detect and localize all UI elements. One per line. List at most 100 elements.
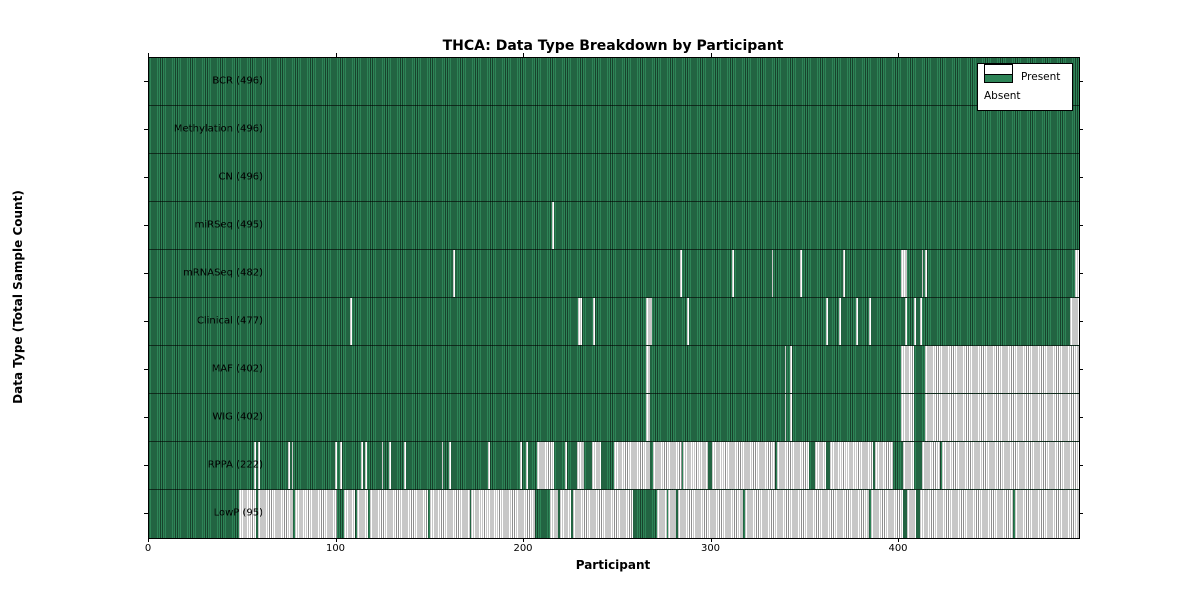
absent-segment xyxy=(683,442,708,489)
y-tick-mark xyxy=(144,513,148,514)
absent-segment xyxy=(870,490,903,538)
chart-row-MAF xyxy=(149,346,1079,394)
absent-segment xyxy=(842,250,845,297)
y-tick-label-WIG: WIG (402) xyxy=(212,411,263,423)
x-tick-mark xyxy=(335,53,337,57)
absent-segment xyxy=(799,250,802,297)
absent-segment xyxy=(914,298,916,345)
absent-segment xyxy=(295,490,337,538)
absent-segment xyxy=(825,298,828,345)
y-tick-mark xyxy=(1079,321,1083,322)
absent-segment xyxy=(404,442,406,489)
absent-segment xyxy=(552,202,554,249)
x-tick-label-300: 300 xyxy=(700,543,721,554)
absent-segment xyxy=(572,490,633,538)
absent-segment xyxy=(902,442,914,489)
absent-segment xyxy=(389,442,391,489)
absent-segment xyxy=(340,442,343,489)
absent-segment xyxy=(921,442,941,489)
absent-segment xyxy=(814,442,826,489)
x-tick-mark xyxy=(898,53,899,57)
x-tick-label-100: 100 xyxy=(325,543,346,554)
x-tick-mark xyxy=(523,53,524,57)
chart-title: THCA: Data Type Breakdown by Participant xyxy=(442,38,784,54)
absent-segment xyxy=(364,442,367,489)
y-tick-mark xyxy=(144,465,148,466)
absent-segment xyxy=(287,442,290,489)
absent-segment xyxy=(906,490,916,538)
absent-segment xyxy=(925,250,928,297)
absent-segment xyxy=(900,394,914,441)
absent-segment xyxy=(381,442,384,489)
absent-segment xyxy=(449,442,451,489)
y-tick-mark xyxy=(1079,369,1083,370)
absent-segment xyxy=(829,442,873,489)
absent-segment xyxy=(645,346,650,393)
absent-segment xyxy=(520,442,523,489)
y-tick-mark xyxy=(1079,225,1083,226)
absent-segment xyxy=(839,298,841,345)
y-tick-mark xyxy=(1079,81,1083,82)
x-tick-mark xyxy=(710,53,712,57)
chart-row-CN xyxy=(149,154,1079,202)
absent-segment xyxy=(239,490,256,538)
y-tick-mark xyxy=(144,417,148,418)
y-tick-mark xyxy=(144,129,148,130)
absent-segment xyxy=(679,250,682,297)
absent-segment xyxy=(653,442,682,489)
absent-segment xyxy=(645,394,650,441)
chart-row-LowP xyxy=(149,490,1079,538)
absent-segment xyxy=(357,490,369,538)
absent-segment xyxy=(645,298,652,345)
y-tick-mark xyxy=(144,321,148,322)
absent-segment xyxy=(488,442,491,489)
y-tick-mark xyxy=(1079,465,1083,466)
x-tick-mark xyxy=(898,538,899,542)
y-tick-mark xyxy=(1079,129,1083,130)
y-tick-mark xyxy=(144,81,148,82)
absent-segment xyxy=(614,442,650,489)
absent-segment xyxy=(921,250,924,297)
absent-segment xyxy=(430,490,470,538)
y-tick-mark xyxy=(1079,513,1083,514)
absent-segment xyxy=(1069,298,1079,345)
absent-segment xyxy=(525,442,528,489)
absent-segment xyxy=(1015,490,1079,538)
absent-segment xyxy=(550,490,558,538)
x-tick-label-200: 200 xyxy=(513,543,533,554)
absent-segment xyxy=(900,250,907,297)
chart-row-WIG xyxy=(149,394,1079,442)
absent-segment xyxy=(565,442,568,489)
absent-segment xyxy=(471,490,536,538)
absent-segment xyxy=(925,346,1079,393)
absent-segment xyxy=(537,442,554,489)
y-tick-mark xyxy=(1079,417,1083,418)
absent-segment xyxy=(790,346,793,393)
absent-segment xyxy=(360,442,363,489)
y-tick-mark xyxy=(144,369,148,370)
x-tick-label-0: 0 xyxy=(144,543,152,554)
plot-rows xyxy=(149,58,1079,538)
absent-segment xyxy=(919,298,922,345)
absent-segment xyxy=(254,442,256,489)
absent-segment xyxy=(925,394,1079,441)
chart-row-RPPA xyxy=(149,442,1079,490)
absent-segment xyxy=(687,298,689,345)
y-tick-label-CN: CN (496) xyxy=(218,171,263,183)
y-tick-label-miRSeq: miRSeq (495) xyxy=(194,219,263,231)
absent-swatch-icon xyxy=(984,64,1013,75)
legend-present-label: Present xyxy=(1021,71,1061,84)
chart-row-mRNASeq xyxy=(149,250,1079,298)
chart-row-BCR xyxy=(149,58,1079,106)
x-tick-mark xyxy=(710,538,712,542)
absent-segment xyxy=(576,442,584,489)
absent-segment xyxy=(257,442,260,489)
y-tick-label-RPPA: RPPA (222) xyxy=(207,459,263,471)
absent-segment xyxy=(349,298,352,345)
y-tick-mark xyxy=(144,225,148,226)
absent-segment xyxy=(452,250,455,297)
absent-segment xyxy=(657,490,667,538)
absent-segment xyxy=(578,298,583,345)
absent-segment xyxy=(900,346,914,393)
